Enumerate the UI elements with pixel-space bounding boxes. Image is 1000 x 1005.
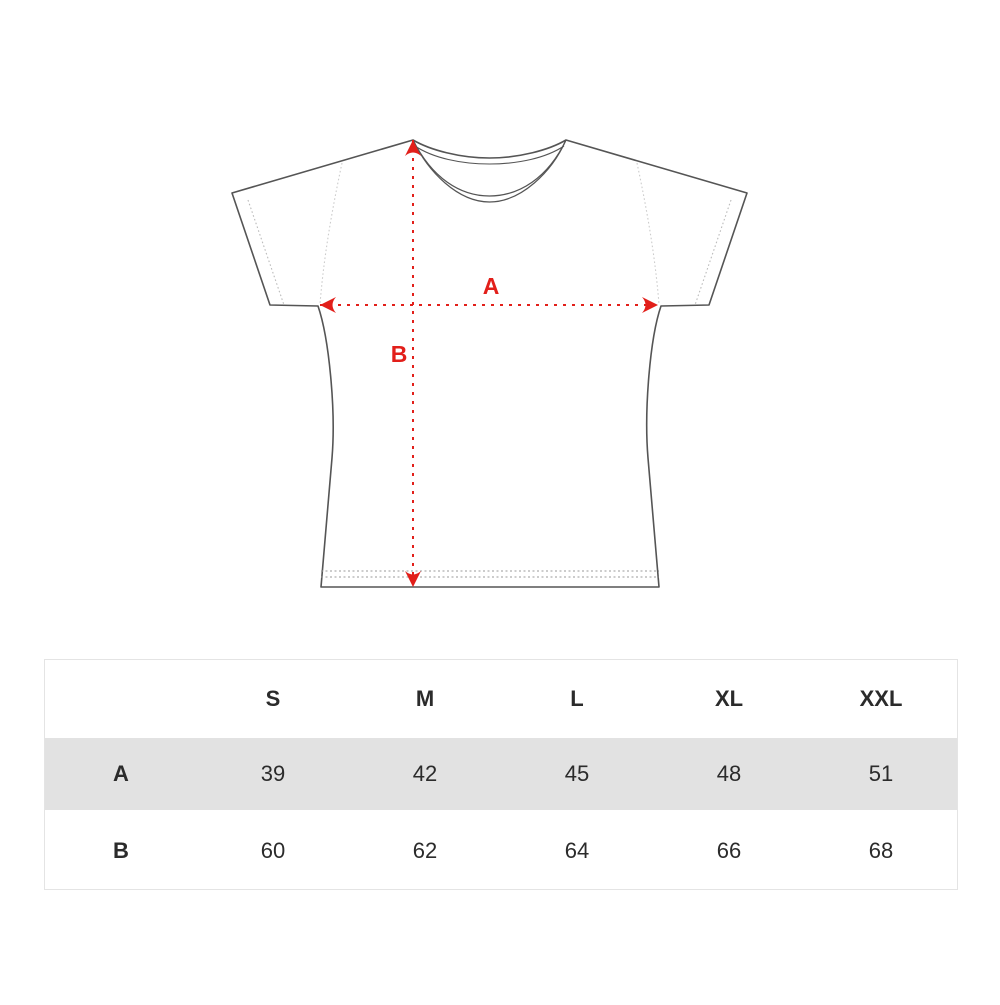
svg-text:B: B	[391, 341, 408, 367]
svg-text:A: A	[483, 273, 500, 299]
